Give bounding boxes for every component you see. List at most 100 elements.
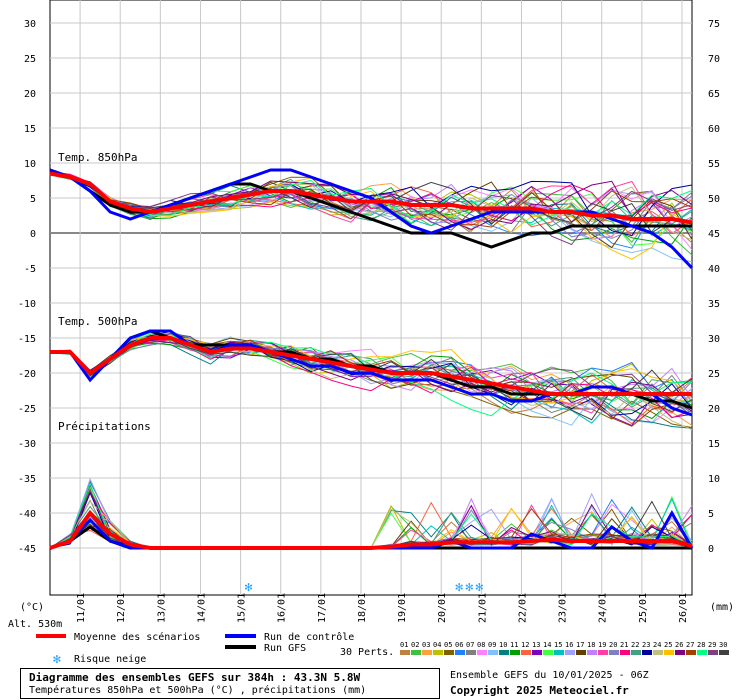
pert-legend-swatch xyxy=(664,650,674,655)
x-tick-label: 20/01 xyxy=(437,593,448,623)
series-mean-t500 xyxy=(50,336,692,396)
pert-legend-number: 21 xyxy=(620,641,628,649)
y-right-tick: 0 xyxy=(708,544,714,555)
pert-legend-swatch xyxy=(510,650,520,655)
pert-legend-number: 07 xyxy=(466,641,474,649)
y-right-tick: 40 xyxy=(708,264,720,275)
pert-legend-number: 02 xyxy=(411,641,419,649)
pert-legend-number: 15 xyxy=(554,641,562,649)
pert-legend-number: 22 xyxy=(631,641,639,649)
y-right-tick: 65 xyxy=(708,89,720,100)
pert-legend-number: 11 xyxy=(510,641,518,649)
perturbation-legend: 01 02 03 04 05 06 07 08 09 10 11 12 13 14 15 16 17 18 19 20… xyxy=(400,641,729,655)
pert-legend-number: 18 xyxy=(587,641,595,649)
main-series xyxy=(49,168,694,550)
pert-legend-swatch xyxy=(455,650,465,655)
y-right-tick: 55 xyxy=(708,159,720,170)
unit-right: (mm) xyxy=(710,602,734,613)
pert-legend-number: 13 xyxy=(532,641,540,649)
series-mean-t850 xyxy=(49,171,693,225)
y-right-tick: 70 xyxy=(708,54,720,65)
y-right-tick: 30 xyxy=(708,334,720,345)
pert-legend-swatch xyxy=(422,650,432,655)
pert-line-25-t850 xyxy=(49,172,693,260)
x-tick-label: 12/01 xyxy=(116,593,127,623)
y-left-tick: -35 xyxy=(18,474,36,485)
pert-legend-swatch xyxy=(675,650,685,655)
snow-marker: ✻ xyxy=(465,580,473,595)
snow-marker: ✻ xyxy=(475,580,483,595)
pert-legend-swatch xyxy=(565,650,575,655)
pert-legend-number: 03 xyxy=(422,641,430,649)
pert-legend-swatch xyxy=(653,650,663,655)
footer-run: Ensemble GEFS du 10/01/2025 - 06Z xyxy=(450,670,649,681)
y-left-tick: -45 xyxy=(18,544,36,555)
y-left-tick: -15 xyxy=(18,334,36,345)
y-left-tick: 15 xyxy=(24,124,36,135)
pert-legend-number: 08 xyxy=(477,641,485,649)
x-tick-label: 19/01 xyxy=(397,593,408,623)
pert-legend-swatch xyxy=(477,650,487,655)
snow-risk-markers: ✻ ✻ ✻ ✻ xyxy=(245,580,484,595)
y-left-tick: -30 xyxy=(18,439,36,450)
x-tick-label: 26/01 xyxy=(678,593,689,623)
x-tick-label: 16/01 xyxy=(277,593,288,623)
footer-info-left: Diagramme des ensembles GEFS sur 384h : … xyxy=(20,668,440,699)
legend-snow-label: Risque neige xyxy=(74,654,146,665)
x-axis: 11/01 12/01 13/01 14/01 15/01 16/01 17/01 18/01… xyxy=(76,593,689,623)
grid xyxy=(50,0,692,595)
pert-legend-swatch xyxy=(521,650,531,655)
y-right-tick: 35 xyxy=(708,299,720,310)
pert-legend-number: 30 xyxy=(719,641,727,649)
legend-mean-label: Moyenne des scénarios xyxy=(74,631,200,643)
pert-legend-number: 26 xyxy=(675,641,683,649)
pert-legend-number: 24 xyxy=(653,641,661,649)
y-right-tick: 10 xyxy=(708,474,720,485)
pert-legend-number: 01 xyxy=(400,641,408,649)
pert-legend-swatch xyxy=(554,650,564,655)
pert-legend-swatch xyxy=(543,650,553,655)
label-t850: Temp. 850hPa xyxy=(58,151,137,164)
unit-left: (°C) xyxy=(20,602,44,613)
pert-legend-swatch xyxy=(466,650,476,655)
y-left-tick: 10 xyxy=(24,159,36,170)
footer-copyright: Copyright 2025 Meteociel.fr xyxy=(450,684,629,697)
x-tick-label: 15/01 xyxy=(237,593,248,623)
y-left-tick: -40 xyxy=(18,509,36,520)
snowflake-icon: ✻ xyxy=(53,652,61,667)
y-left-tick: 30 xyxy=(24,19,36,30)
altitude-label: Alt. 530m xyxy=(8,619,62,630)
x-tick-label: 17/01 xyxy=(317,593,328,623)
y-left-tick: 0 xyxy=(30,229,36,240)
legend-perts-label: 30 Perts. xyxy=(340,647,394,658)
plot-area xyxy=(49,0,693,596)
pert-legend-number: 19 xyxy=(598,641,606,649)
y-left-tick: -20 xyxy=(18,369,36,380)
pert-legend-number: 16 xyxy=(565,641,573,649)
pert-legend-swatch xyxy=(598,650,608,655)
pert-legend-number: 20 xyxy=(609,641,617,649)
x-tick-label: 22/01 xyxy=(517,593,528,623)
pert-legend-swatch xyxy=(609,650,619,655)
pert-legend-number: 28 xyxy=(697,641,705,649)
y-left-tick: -5 xyxy=(24,264,36,275)
y-right-tick: 75 xyxy=(708,19,720,30)
pert-legend-number: 06 xyxy=(455,641,463,649)
x-tick-label: 14/01 xyxy=(196,593,207,623)
pert-legend-swatch xyxy=(411,650,421,655)
y-left-tick: -25 xyxy=(18,404,36,415)
pert-legend-number: 09 xyxy=(488,641,496,649)
snow-marker: ✻ xyxy=(455,580,463,595)
pert-legend-swatch xyxy=(631,650,641,655)
pert-legend-number: 23 xyxy=(642,641,650,649)
series-control-t500 xyxy=(50,329,693,417)
y-left-tick: 20 xyxy=(24,89,36,100)
y-right-tick: 45 xyxy=(708,229,720,240)
pert-legend-swatch xyxy=(433,650,443,655)
pert-legend-swatch xyxy=(620,650,630,655)
y-right-tick: 20 xyxy=(708,404,720,415)
x-tick-label: 25/01 xyxy=(638,593,649,623)
y-right-tick: 15 xyxy=(708,439,720,450)
